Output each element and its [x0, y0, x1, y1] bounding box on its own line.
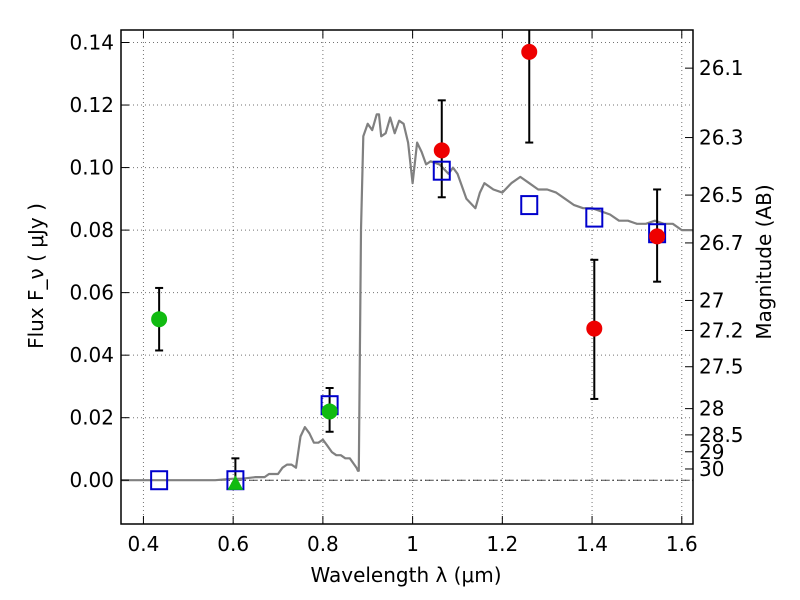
- y-tick-labels: 0.00 0.02 0.04 0.06 0.08 0.10 0.12 0.14: [69, 31, 114, 493]
- y-tick-label: 0.02: [69, 406, 114, 430]
- y-tick-label: 0.10: [69, 156, 114, 180]
- x-tick-label: 0.6: [217, 532, 249, 556]
- filled-circle-marker: [521, 43, 538, 60]
- magnitude-tick-label: 28: [699, 397, 724, 421]
- magnitude-tick-label: 29: [699, 440, 724, 464]
- x-tick-labels: 0.4 0.6 0.8 1 1.2 1.4 1.6: [128, 532, 698, 556]
- plot-frame: [120, 29, 694, 525]
- open-square-marker: [432, 160, 451, 181]
- x-tick-label: 1.2: [486, 532, 518, 556]
- magnitude-tick-label: 26.5: [699, 183, 744, 207]
- open-square-marker: [520, 195, 539, 216]
- y-tick-label: 0.04: [69, 343, 114, 367]
- y-axis-label: Flux F_ν ( μJy ): [24, 203, 48, 349]
- y-tick-label: 0.00: [69, 468, 114, 492]
- filled-circle-marker: [321, 403, 338, 420]
- data-markers: [150, 43, 667, 491]
- spectrum-line: [121, 113, 693, 482]
- magnitude-tick-label: 26.1: [699, 56, 744, 80]
- magnitude-tick-label: 28.5: [699, 423, 744, 447]
- y-tick-label: 0.12: [69, 93, 114, 117]
- filled-circle-marker: [433, 142, 450, 159]
- y2-axis-label: Magnitude (AB): [752, 184, 776, 339]
- open-square-marker: [585, 207, 604, 228]
- magnitude-tick-label: 30: [699, 457, 724, 481]
- tick-marks: [121, 30, 693, 524]
- y-tick-label: 0.06: [69, 281, 114, 305]
- filled-circle-marker: [151, 311, 168, 328]
- x-axis-label: Wavelength λ (μm): [310, 563, 501, 587]
- y-tick-label: 0.08: [69, 218, 114, 242]
- magnitude-tick-label: 27.2: [699, 318, 744, 342]
- magnitude-tick-label: 27.5: [699, 355, 744, 379]
- model-spectrum: [121, 113, 693, 482]
- open-square-marker: [150, 470, 169, 491]
- x-tick-label: 0.8: [307, 532, 339, 556]
- x-tick-label: 0.4: [128, 532, 160, 556]
- magnitude-tick-label: 27: [699, 288, 724, 312]
- magnitude-tick-label: 26.3: [699, 126, 744, 150]
- y-tick-label: 0.14: [69, 31, 114, 55]
- triangle-marker: [227, 475, 244, 490]
- x-tick-label: 1.6: [666, 532, 698, 556]
- magnitude-tick-label: 26.7: [699, 231, 744, 255]
- x-tick-label: 1: [406, 532, 419, 556]
- x-tick-label: 1.4: [576, 532, 608, 556]
- filled-circle-marker: [649, 228, 666, 245]
- filled-circle-marker: [586, 320, 603, 337]
